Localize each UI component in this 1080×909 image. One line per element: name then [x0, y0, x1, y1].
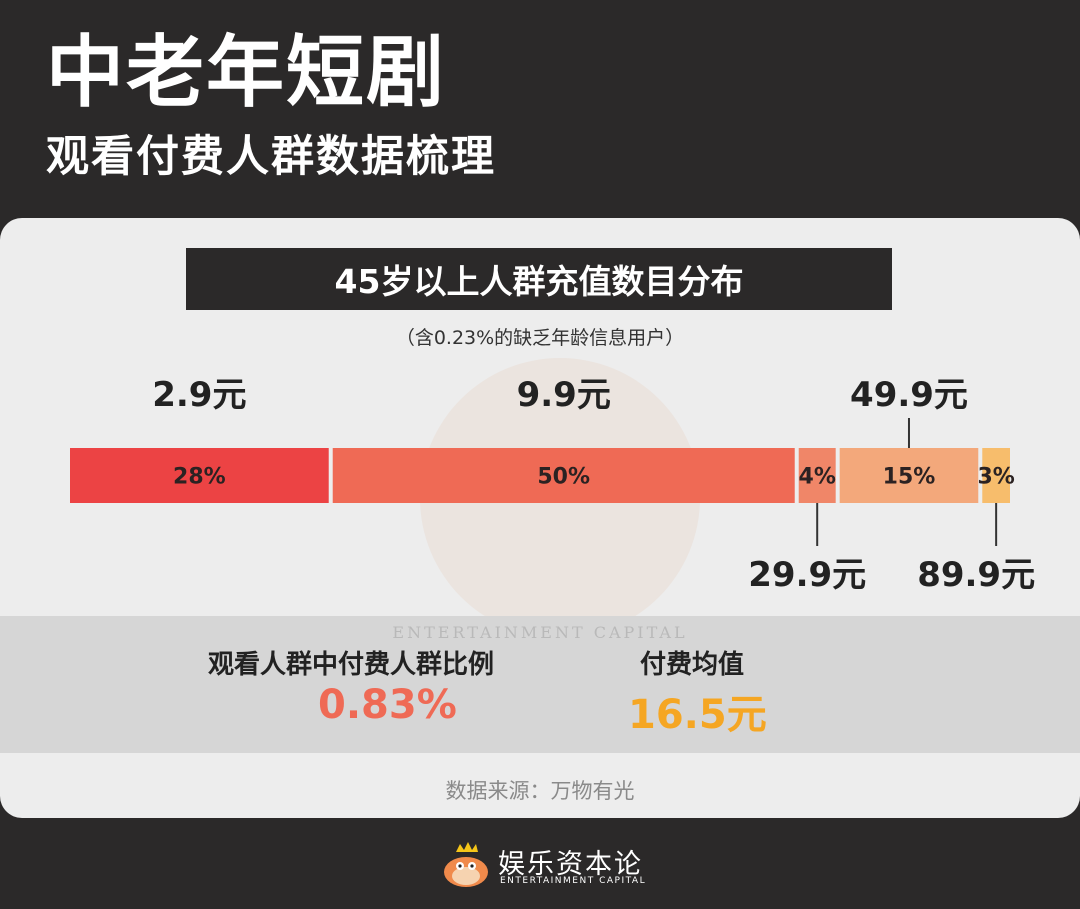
avg-value: 16.5元 — [628, 692, 767, 738]
category-label: 49.9元 — [850, 375, 968, 415]
data-source: 数据来源：万物有光 — [445, 779, 635, 803]
page-subtitle: 观看付费人群数据梳理 — [46, 132, 496, 182]
bar-segment-29-9 — [798, 448, 836, 503]
avg-label: 付费均值 — [640, 650, 745, 680]
chart-subtitle: （含0.23%的缺乏年龄信息用户） — [395, 327, 685, 349]
footer-brand-en: ENTERTAINMENT CAPITAL — [500, 876, 647, 886]
bar-segment-49-9 — [839, 448, 979, 503]
ratio-value: 0.83% — [318, 682, 457, 728]
stacked-bar-chart: 28% 50% 4% 15% 3% 2.9元 9.9元 29.9元 49.9元 89.9元 — [70, 375, 1035, 595]
ratio-label: 观看人群中付费人群比例 — [208, 650, 495, 680]
footer-brand-name: 娱乐资本论 — [498, 849, 643, 880]
category-label: 2.9元 — [152, 375, 246, 415]
cartoon-bird-with-crown-icon — [444, 842, 488, 887]
bar-segment-89-9 — [982, 448, 1010, 503]
bar-value-label: 28% — [173, 465, 226, 490]
chart-card: 45岁以上人群充值数目分布 （含0.23%的缺乏年龄信息用户） 28% 50% 4%… — [0, 218, 1080, 818]
footer-logo: 娱乐资本论 ENTERTAINMENT CAPITAL — [436, 828, 656, 892]
page-title: 中老年短剧 — [46, 28, 447, 118]
bar-segment-9-9 — [332, 448, 795, 503]
summary-panel: 观看人群中付费人群比例 0.83% 付费均值 16.5元 — [0, 616, 1080, 753]
bar-segment-2-9 — [70, 448, 329, 503]
bar-value-label: 3% — [977, 465, 1014, 490]
chart-title: 45岁以上人群充值数目分布 — [186, 248, 892, 310]
bar-value-label: 4% — [799, 465, 836, 490]
bar-value-label: 15% — [883, 465, 936, 490]
watermark-text: ENTERTAINMENT CAPITAL — [392, 623, 688, 642]
category-label: 9.9元 — [517, 375, 611, 415]
category-label: 29.9元 — [748, 555, 866, 595]
category-label: 89.9元 — [917, 555, 1035, 595]
bar-value-label: 50% — [537, 465, 590, 490]
